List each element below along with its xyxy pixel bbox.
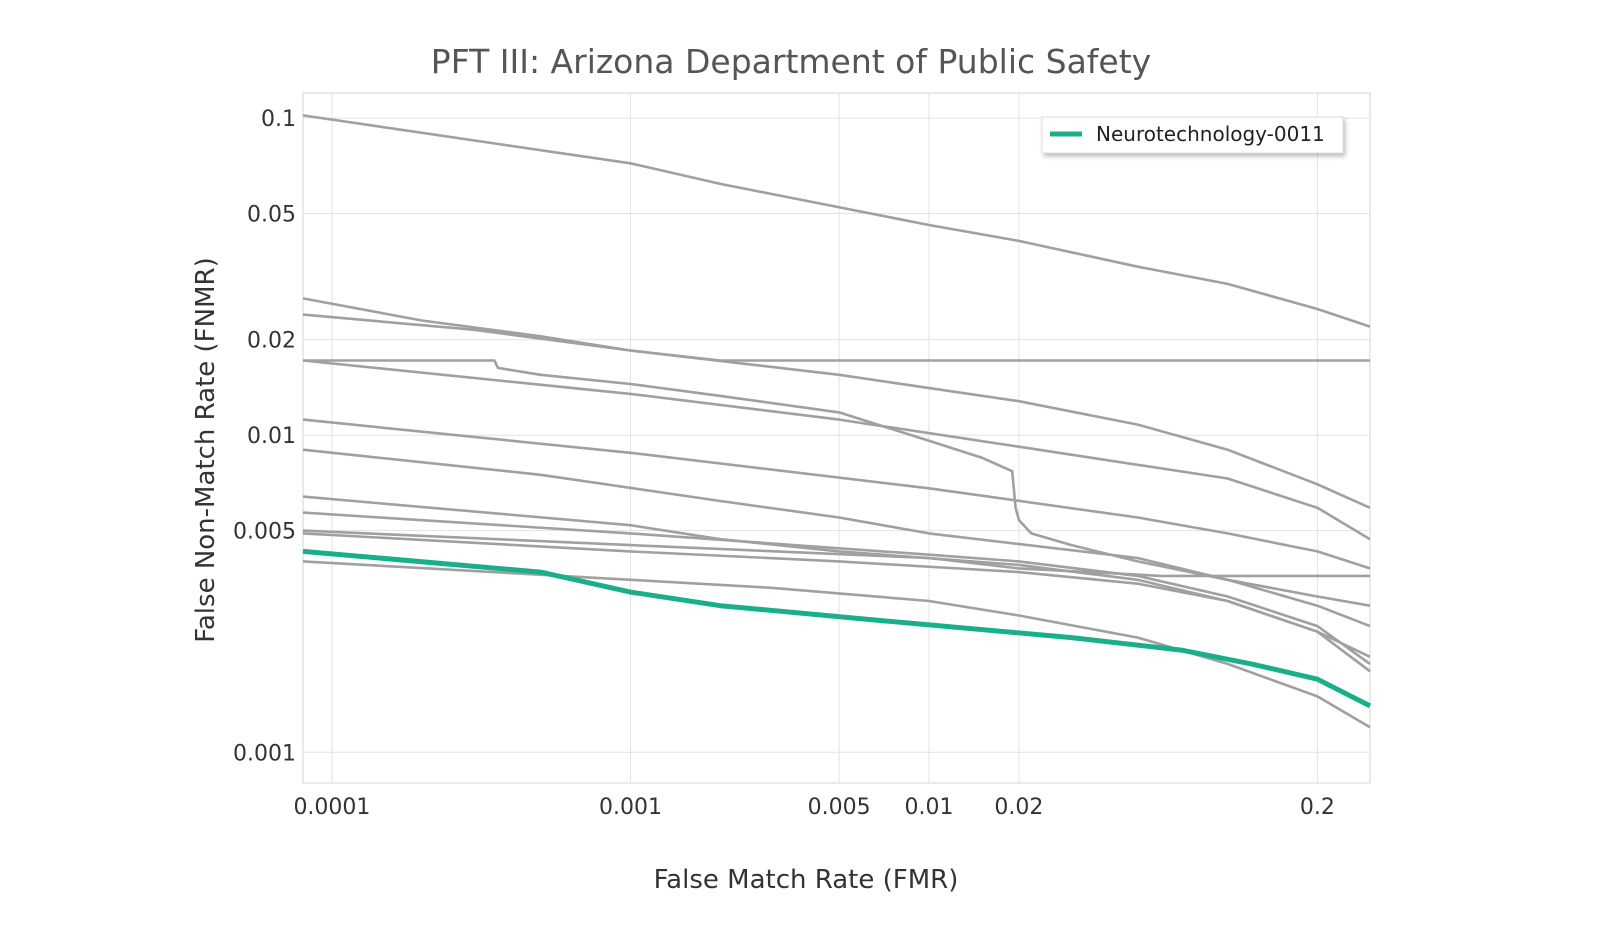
highlighted-series-line: [302, 548, 1372, 709]
comparison-series-lines: [302, 114, 1371, 729]
comparison-series-line: [302, 532, 1371, 673]
y-tick-label: 0.1: [261, 107, 296, 132]
y-tick-label: 0.005: [233, 520, 296, 545]
legend-box: [1041, 116, 1344, 154]
x-tick-label: 0.02: [994, 795, 1043, 820]
x-axis-ticks: 0.0001 0.001 0.005 0.01 0.02 0.2: [293, 795, 1334, 820]
x-tick-label: 0.01: [905, 795, 954, 820]
y-tick-label: 0.01: [247, 424, 296, 449]
x-tick-label: 0.0001: [293, 795, 370, 820]
comparison-series-line: [302, 418, 1371, 570]
x-tick-label: 0.005: [808, 795, 871, 820]
y-tick-label: 0.05: [247, 203, 296, 228]
comparison-series-line: [302, 313, 1370, 362]
chart-title: PFT III: Arizona Department of Public Sa…: [431, 42, 1151, 81]
comparison-series-line: [302, 511, 1371, 665]
comparison-series-line: [302, 114, 1371, 328]
x-tick-label: 0.2: [1300, 795, 1335, 820]
comparison-series-line: [303, 359, 1371, 607]
legend[interactable]: Neurotechnology-0011: [1041, 116, 1344, 154]
comparison-series-line: [302, 529, 1370, 578]
y-tick-label: 0.02: [247, 329, 296, 354]
y-axis-ticks: 0.1 0.05 0.02 0.01 0.005 0.001: [233, 107, 296, 766]
legend-label: Neurotechnology-0011: [1096, 122, 1325, 146]
comparison-series-line: [302, 448, 1371, 628]
comparison-series-line: [302, 297, 1371, 509]
comparison-series-line: [302, 359, 1371, 541]
y-axis-title: False Non-Match Rate (FNMR): [191, 257, 221, 642]
y-tick-label: 0.001: [233, 741, 296, 766]
x-tick-label: 0.001: [599, 795, 662, 820]
x-axis-title: False Match Rate (FMR): [654, 865, 959, 895]
highlight-series-line: [302, 548, 1372, 709]
plot-area: [302, 92, 1371, 784]
comparison-series-line: [302, 560, 1371, 729]
